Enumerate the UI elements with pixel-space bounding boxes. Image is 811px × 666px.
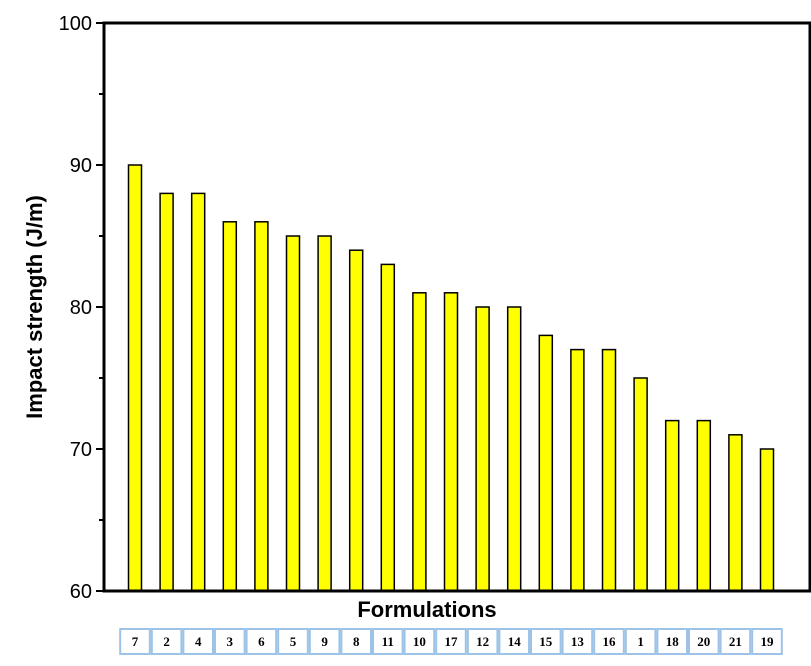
category-cell: [530, 628, 562, 655]
x-tick-label-17: 17: [445, 634, 459, 649]
y-tick-label: 80: [70, 297, 92, 319]
y-tick-label: 70: [70, 439, 92, 461]
x-tick-label-2: 2: [163, 634, 170, 649]
x-tick-label-19: 19: [761, 634, 775, 649]
x-tick-label-13: 13: [571, 634, 585, 649]
bar-8: [348, 249, 364, 592]
category-cell: [182, 628, 214, 655]
category-cell: [245, 628, 278, 655]
category-cell: [688, 628, 720, 655]
category-cell: [150, 628, 183, 655]
bar-10: [412, 292, 427, 592]
x-tick-label-10: 10: [413, 634, 426, 649]
bar-12: [475, 306, 490, 592]
category-cell: [308, 628, 341, 655]
bar-11: [380, 263, 396, 592]
bars-group: [127, 164, 775, 592]
bar-13: [570, 348, 585, 592]
category-cell: [403, 628, 436, 655]
x-tick-label-15: 15: [539, 634, 553, 649]
category-cell: [624, 628, 657, 655]
x-tick-label-20: 20: [697, 634, 710, 649]
category-cell: [372, 628, 404, 655]
category-cell: [119, 628, 151, 655]
bar-7: [127, 164, 143, 592]
bar-19: [759, 448, 775, 592]
bar-14: [506, 306, 522, 592]
y-ticks-group: 60 70 80 90 100: [59, 13, 104, 603]
category-cell: [466, 628, 499, 655]
category-cell: [435, 628, 467, 655]
category-cell: [561, 628, 594, 655]
category-cell: [277, 628, 309, 655]
y-tick-label: 60: [70, 581, 92, 603]
y-tick-label: 100: [59, 13, 92, 35]
category-cell: [719, 628, 752, 655]
bar-1: [633, 377, 648, 592]
category-cell: [498, 628, 530, 655]
category-cell: [214, 628, 246, 655]
x-tick-label-4: 4: [195, 634, 202, 649]
x-tick-label-9: 9: [321, 634, 328, 649]
x-tick-label-5: 5: [290, 634, 297, 649]
x-tick-label-7: 7: [132, 634, 139, 649]
x-tick-label-12: 12: [476, 634, 489, 649]
category-cell: [593, 628, 625, 655]
x-tick-label-1: 1: [637, 634, 644, 649]
x-tick-label-8: 8: [353, 634, 360, 649]
category-cell: [656, 628, 689, 655]
x-tick-label-14: 14: [508, 634, 522, 649]
bar-17: [443, 292, 459, 592]
bar-15: [538, 334, 554, 592]
bar-3: [222, 221, 238, 592]
bar-21: [728, 434, 743, 592]
x-tick-label-6: 6: [258, 634, 265, 649]
x-tick-label-3: 3: [227, 634, 234, 649]
x-tick-label-11: 11: [382, 634, 394, 649]
y-axis-title: Impact strength (J/m): [22, 195, 47, 419]
bar-18: [664, 419, 680, 592]
bar-2: [159, 192, 174, 592]
x-tick-label-21: 21: [729, 634, 742, 649]
bar-5: [285, 235, 301, 592]
bar-20: [696, 419, 712, 592]
category-cell: [751, 628, 783, 655]
x-tick-label-16: 16: [603, 634, 617, 649]
bar-9: [317, 235, 332, 592]
category-cell: [340, 628, 372, 655]
bar-6: [254, 221, 269, 592]
x-axis-title: Formulations: [357, 597, 496, 622]
bar-16: [601, 348, 617, 592]
category-table: 7 2 4 3 6 5 9 8 11 10 17 12 14 15 13 16 1 18 20 21 19: [119, 628, 783, 655]
bar-4: [190, 192, 206, 592]
y-tick-label: 90: [70, 155, 92, 177]
x-tick-label-18: 18: [666, 634, 680, 649]
